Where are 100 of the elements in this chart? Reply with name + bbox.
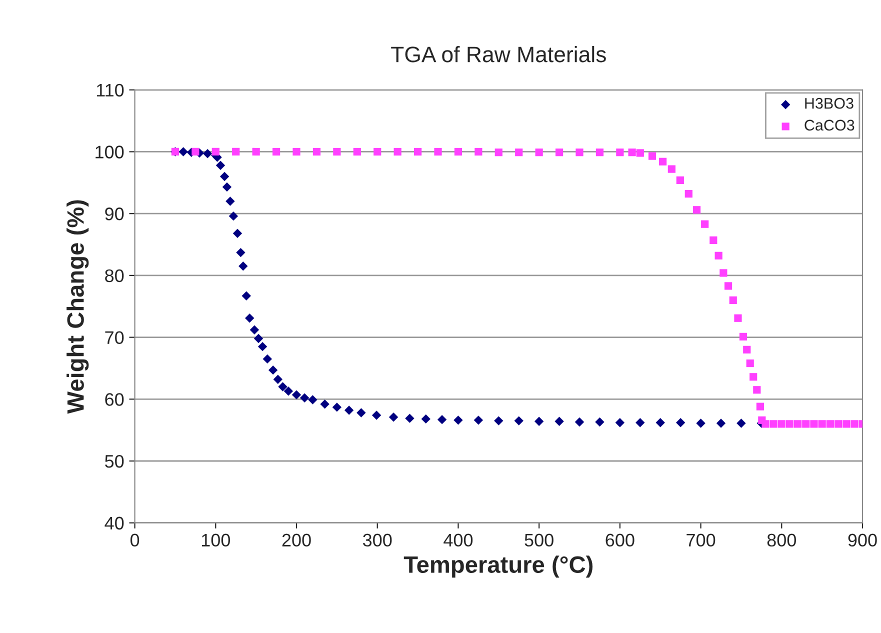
- point: [437, 414, 447, 424]
- point: [388, 412, 398, 422]
- point: [515, 148, 523, 156]
- point: [312, 148, 321, 156]
- point: [786, 420, 794, 428]
- point: [514, 416, 524, 426]
- y-axis-title: Weight Change (%): [66, 200, 89, 414]
- point: [535, 148, 543, 156]
- point: [300, 393, 310, 403]
- point: [216, 160, 226, 170]
- point: [220, 172, 230, 182]
- point: [676, 176, 684, 184]
- point: [736, 418, 746, 428]
- point: [802, 420, 810, 428]
- point: [284, 386, 294, 396]
- point: [720, 269, 728, 277]
- point: [778, 420, 786, 428]
- point: [668, 165, 676, 173]
- chart-title: TGA of Raw Materials: [391, 46, 606, 62]
- point: [292, 390, 302, 400]
- point: [273, 374, 283, 384]
- point: [421, 414, 430, 424]
- point: [746, 359, 754, 368]
- x-tick-label: 700: [686, 534, 716, 547]
- point: [710, 236, 718, 244]
- x-tick-label: 500: [524, 534, 554, 547]
- point: [254, 334, 264, 344]
- point: [818, 420, 826, 428]
- point: [178, 147, 188, 156]
- x-axis-title: Temperature (°C): [404, 556, 593, 578]
- x-tick-label: 800: [767, 534, 796, 547]
- point: [353, 148, 361, 156]
- point: [534, 416, 544, 426]
- point: [842, 420, 850, 428]
- legend-label: H3BO3: [805, 98, 854, 109]
- y-tick-label: 90: [105, 208, 124, 220]
- point: [272, 148, 280, 156]
- point: [850, 420, 858, 428]
- point: [405, 414, 414, 423]
- point: [232, 228, 242, 238]
- point: [636, 149, 644, 157]
- point: [250, 325, 260, 334]
- x-tick-label: 900: [848, 534, 877, 547]
- point: [756, 402, 764, 410]
- point: [770, 420, 778, 428]
- point: [474, 416, 484, 425]
- point: [308, 395, 318, 404]
- y-tick-label: 80: [105, 269, 124, 282]
- point: [356, 408, 366, 418]
- point: [692, 206, 701, 214]
- y-tick-label: 50: [105, 454, 124, 468]
- point: [332, 402, 342, 412]
- point: [743, 346, 751, 354]
- point: [739, 332, 748, 340]
- point: [372, 410, 382, 420]
- point: [834, 420, 842, 428]
- point: [474, 148, 482, 156]
- point: [236, 248, 246, 258]
- x-tick-label: 300: [362, 534, 392, 547]
- point: [494, 416, 504, 426]
- legend-label: CaCO3: [804, 120, 854, 131]
- point: [292, 148, 300, 156]
- point: [729, 296, 737, 304]
- point: [656, 418, 665, 428]
- point: [676, 418, 686, 428]
- point: [724, 282, 732, 290]
- point: [696, 418, 706, 428]
- point: [596, 148, 604, 156]
- x-tick-label: 400: [444, 534, 473, 547]
- point: [734, 314, 742, 322]
- point: [794, 420, 802, 428]
- y-tick-label: 40: [104, 516, 124, 530]
- point: [242, 291, 251, 300]
- point: [262, 354, 272, 364]
- point: [374, 148, 382, 156]
- point: [684, 190, 692, 198]
- point: [658, 158, 667, 166]
- point: [252, 148, 260, 156]
- point: [414, 148, 422, 156]
- point: [278, 382, 288, 392]
- point: [228, 211, 238, 221]
- point: [701, 220, 709, 228]
- point: [320, 399, 330, 409]
- x-tick-label: 200: [282, 534, 311, 547]
- point: [574, 417, 584, 427]
- point: [394, 148, 402, 156]
- point: [753, 386, 761, 394]
- point: [810, 420, 818, 428]
- point: [268, 365, 278, 375]
- point: [615, 418, 625, 428]
- y-tick-label: 100: [96, 146, 124, 158]
- point: [616, 148, 624, 156]
- point: [636, 418, 645, 428]
- point: [344, 406, 354, 415]
- point: [434, 148, 442, 156]
- point: [648, 152, 656, 160]
- point: [716, 418, 726, 428]
- point: [762, 420, 770, 428]
- point: [494, 148, 502, 156]
- x-tick-label: 600: [606, 534, 634, 547]
